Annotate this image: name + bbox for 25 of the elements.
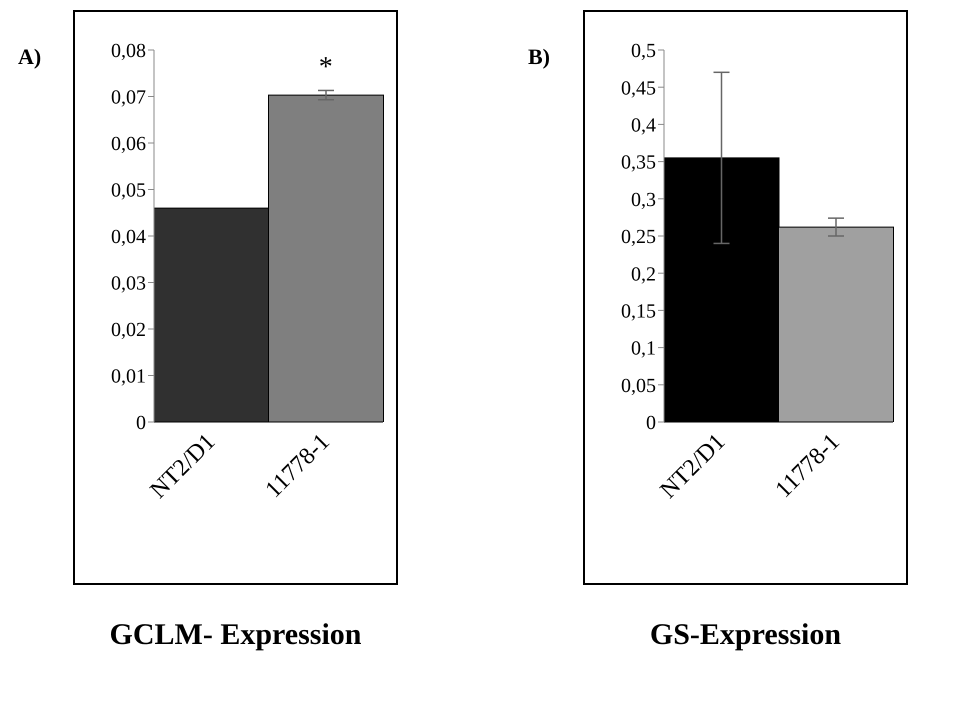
text: B) <box>528 44 550 70</box>
y-tick-label: 0,2 <box>631 263 656 286</box>
y-tick-label: 0,45 <box>621 77 656 100</box>
y-tick-label: 0,02 <box>111 319 146 342</box>
y-tick-label: 0,25 <box>621 226 656 248</box>
y-tick-label: 0,06 <box>111 133 146 156</box>
text: A) <box>18 44 42 70</box>
y-tick-label: 0 <box>646 412 656 434</box>
annotation: * <box>318 52 333 83</box>
y-tick-label: 0,08 <box>111 40 146 62</box>
text: GCLM- Expression <box>108 618 362 652</box>
y-tick-label: 0,03 <box>111 272 146 295</box>
y-tick-label: 0,1 <box>631 338 656 360</box>
y-tick-label: 0,15 <box>621 300 656 322</box>
y-tick-label: 0,5 <box>631 40 656 62</box>
text: GS-Expression <box>648 618 842 652</box>
y-tick-label: 0,3 <box>631 188 656 211</box>
y-tick-label: 0,05 <box>111 180 146 202</box>
y-tick-label: 0,07 <box>111 86 146 109</box>
y-tick-label: 0 <box>136 412 146 434</box>
y-tick-label: 0,4 <box>631 114 656 136</box>
y-tick-label: 0,05 <box>621 374 656 397</box>
y-tick-label: 0,01 <box>111 366 146 388</box>
y-tick-label: 0,04 <box>111 226 146 248</box>
y-tick-label: 0,35 <box>621 152 656 174</box>
